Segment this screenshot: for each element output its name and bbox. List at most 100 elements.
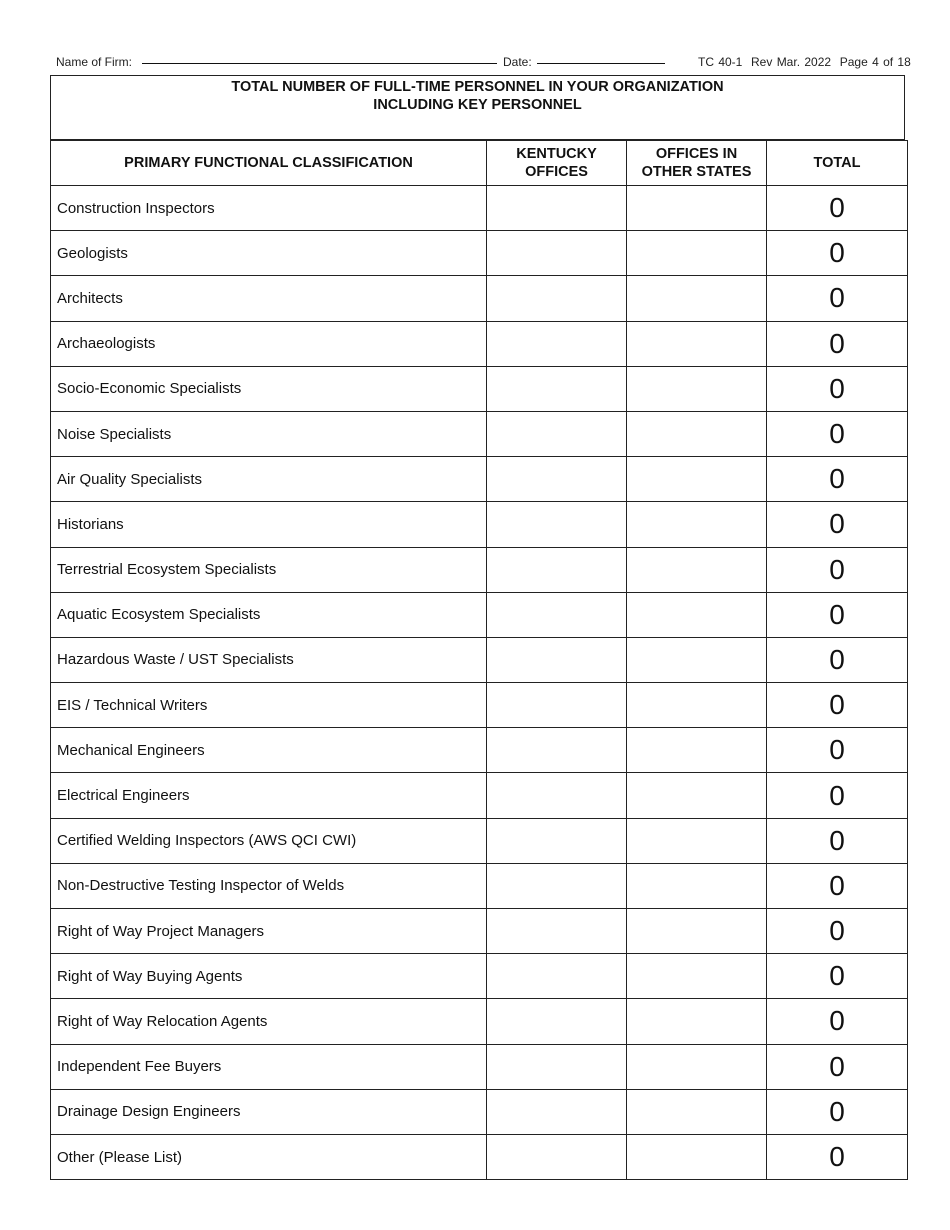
classification-label: Other (Please List) [50,1133,487,1181]
classification-label: Right of Way Buying Agents [50,953,487,1000]
table-row: Electrical Engineers 0 [50,772,908,819]
total-value: 0 [766,862,908,910]
kentucky-offices-field[interactable] [486,184,627,232]
other-states-field[interactable] [626,1043,767,1090]
other-states-field[interactable] [626,862,767,910]
col-other-states: OFFICES IN OTHER STATES [626,140,767,186]
kentucky-offices-field[interactable] [486,365,627,412]
total-value: 0 [766,501,908,548]
kentucky-offices-field[interactable] [486,817,627,864]
other-states-field[interactable] [626,1088,767,1135]
other-states-field[interactable] [626,546,767,593]
other-states-field[interactable] [626,365,767,412]
other-states-field[interactable] [626,320,767,367]
other-states-field[interactable] [626,772,767,819]
classification-label: Terrestrial Ecosystem Specialists [50,546,487,593]
classification-label: Right of Way Relocation Agents [50,998,487,1045]
date-label: Date: [503,55,532,69]
kentucky-offices-field[interactable] [486,682,627,729]
classification-label: Drainage Design Engineers [50,1088,487,1135]
other-states-field[interactable] [626,636,767,684]
kentucky-offices-field[interactable] [486,772,627,819]
table-row: Mechanical Engineers 0 [50,727,908,774]
kentucky-offices-field[interactable] [486,501,627,548]
other-states-field[interactable] [626,953,767,1000]
total-value: 0 [766,636,908,684]
col-kentucky-line2: OFFICES [525,164,588,180]
table-row: Right of Way Buying Agents 0 [50,953,908,1000]
firm-name-field[interactable] [142,63,497,64]
kentucky-offices-field[interactable] [486,591,627,638]
table-row: Archaeologists 0 [50,320,908,367]
total-value: 0 [766,546,908,593]
table-row: Aquatic Ecosystem Specialists 0 [50,591,908,638]
other-states-field[interactable] [626,275,767,322]
other-states-field[interactable] [626,230,767,277]
col-total: TOTAL [766,140,908,186]
kentucky-offices-field[interactable] [486,1043,627,1090]
table-row: Independent Fee Buyers 0 [50,1043,908,1090]
table-row: Drainage Design Engineers 0 [50,1088,908,1135]
table-row: Terrestrial Ecosystem Specialists 0 [50,546,908,593]
total-value: 0 [766,727,908,774]
classification-label: Noise Specialists [50,410,487,458]
other-states-field[interactable] [626,591,767,638]
total-value: 0 [766,772,908,819]
total-value: 0 [766,456,908,503]
table-row: Right of Way Relocation Agents 0 [50,998,908,1045]
classification-label: Construction Inspectors [50,184,487,232]
kentucky-offices-field[interactable] [486,727,627,774]
other-states-field[interactable] [626,501,767,548]
total-value: 0 [766,275,908,322]
kentucky-offices-field[interactable] [486,456,627,503]
other-states-field[interactable] [626,1133,767,1181]
kentucky-offices-field[interactable] [486,1088,627,1135]
kentucky-offices-field[interactable] [486,953,627,1000]
total-value: 0 [766,230,908,277]
other-states-field[interactable] [626,817,767,864]
table-row: Noise Specialists 0 [50,410,908,458]
table-row: Hazardous Waste / UST Specialists 0 [50,636,908,684]
kentucky-offices-field[interactable] [486,1133,627,1181]
kentucky-offices-field[interactable] [486,275,627,322]
total-value: 0 [766,953,908,1000]
classification-label: Electrical Engineers [50,772,487,819]
classification-label: Hazardous Waste / UST Specialists [50,636,487,684]
other-states-field[interactable] [626,456,767,503]
col-kentucky-offices: KENTUCKY OFFICES [486,140,627,186]
kentucky-offices-field[interactable] [486,862,627,910]
other-states-field[interactable] [626,998,767,1045]
classification-label: Certified Welding Inspectors (AWS QCI CW… [50,817,487,864]
kentucky-offices-field[interactable] [486,410,627,458]
other-states-field[interactable] [626,727,767,774]
classification-label: Archaeologists [50,320,487,367]
table-row: Other (Please List) 0 [50,1133,908,1181]
total-value: 0 [766,817,908,864]
classification-label: EIS / Technical Writers [50,682,487,729]
total-value: 0 [766,1043,908,1090]
classification-label: Independent Fee Buyers [50,1043,487,1090]
firm-name-label: Name of Firm: [56,55,133,69]
classification-label: Socio-Economic Specialists [50,365,487,412]
table-row: Historians 0 [50,501,908,548]
kentucky-offices-field[interactable] [486,546,627,593]
kentucky-offices-field[interactable] [486,230,627,277]
kentucky-offices-field[interactable] [486,998,627,1045]
table-row: Socio-Economic Specialists 0 [50,365,908,412]
other-states-field[interactable] [626,184,767,232]
other-states-field[interactable] [626,907,767,955]
table-row: Architects 0 [50,275,908,322]
header-row: PRIMARY FUNCTIONAL CLASSIFICATION KENTUC… [50,140,908,186]
table-row: Right of Way Project Managers 0 [50,907,908,955]
kentucky-offices-field[interactable] [486,320,627,367]
kentucky-offices-field[interactable] [486,907,627,955]
classification-label: Non-Destructive Testing Inspector of Wel… [50,862,487,910]
total-value: 0 [766,365,908,412]
table-row: EIS / Technical Writers 0 [50,682,908,729]
table-row: Geologists 0 [50,230,908,277]
other-states-field[interactable] [626,410,767,458]
table-row: Certified Welding Inspectors (AWS QCI CW… [50,817,908,864]
other-states-field[interactable] [626,682,767,729]
kentucky-offices-field[interactable] [486,636,627,684]
date-field[interactable] [537,63,665,64]
